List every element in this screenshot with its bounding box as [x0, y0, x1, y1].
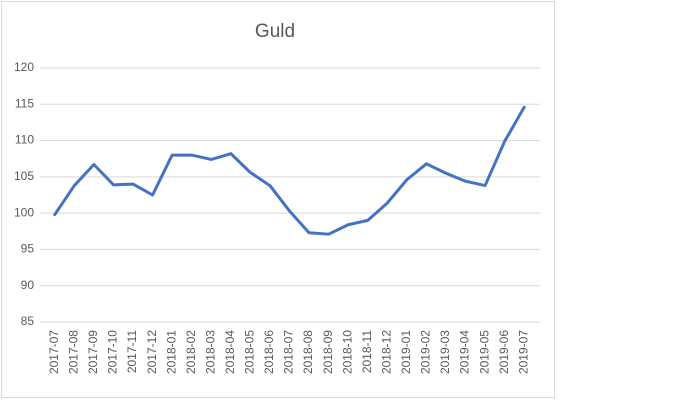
x-tick-label: 2017-10	[106, 330, 120, 374]
y-tick-label: 110	[15, 133, 34, 147]
x-tick-label: 2018-04	[223, 330, 237, 374]
x-tick-label: 2018-10	[340, 330, 354, 374]
x-tick-label: 2018-02	[184, 330, 198, 374]
x-tick-label: 2018-12	[379, 330, 393, 374]
x-tick-label: 2017-07	[47, 330, 61, 374]
y-tick-label: 85	[21, 314, 35, 328]
x-tick-label: 2018-08	[301, 330, 315, 374]
y-tick-label: 105	[14, 169, 34, 183]
y-tick-label: 120	[14, 60, 34, 74]
x-tick-label: 2019-01	[399, 330, 413, 374]
data-line	[53, 105, 526, 236]
y-tick-label: 90	[21, 278, 35, 292]
chart-title: Guld	[255, 21, 295, 42]
y-tick-label: 95	[21, 242, 35, 256]
x-tick-label: 2019-02	[419, 330, 433, 374]
x-tick-label: 2018-03	[203, 330, 217, 374]
x-tick-label: 2018-01	[164, 330, 178, 374]
x-tick-label: 2018-07	[282, 330, 296, 374]
y-tick-label: 100	[14, 205, 34, 219]
x-tick-label: 2019-05	[477, 330, 491, 374]
x-tick-label: 2017-12	[145, 330, 159, 374]
y-tick-label: 115	[15, 96, 34, 110]
x-tick-label: 2018-05	[243, 330, 257, 374]
x-tick-label: 2019-06	[497, 330, 511, 374]
x-tick-label: 2018-11	[360, 330, 374, 373]
x-tick-label: 2017-11	[125, 330, 139, 373]
x-tick-label: 2017-08	[67, 330, 81, 374]
x-tick-label: 2019-07	[516, 330, 530, 374]
x-tick-label: 2019-03	[438, 330, 452, 374]
x-tick-label: 2017-09	[86, 330, 100, 374]
x-tick-label: 2018-09	[321, 330, 335, 374]
x-tick-label: 2018-06	[262, 330, 276, 374]
x-tick-label: 2019-04	[458, 330, 472, 374]
